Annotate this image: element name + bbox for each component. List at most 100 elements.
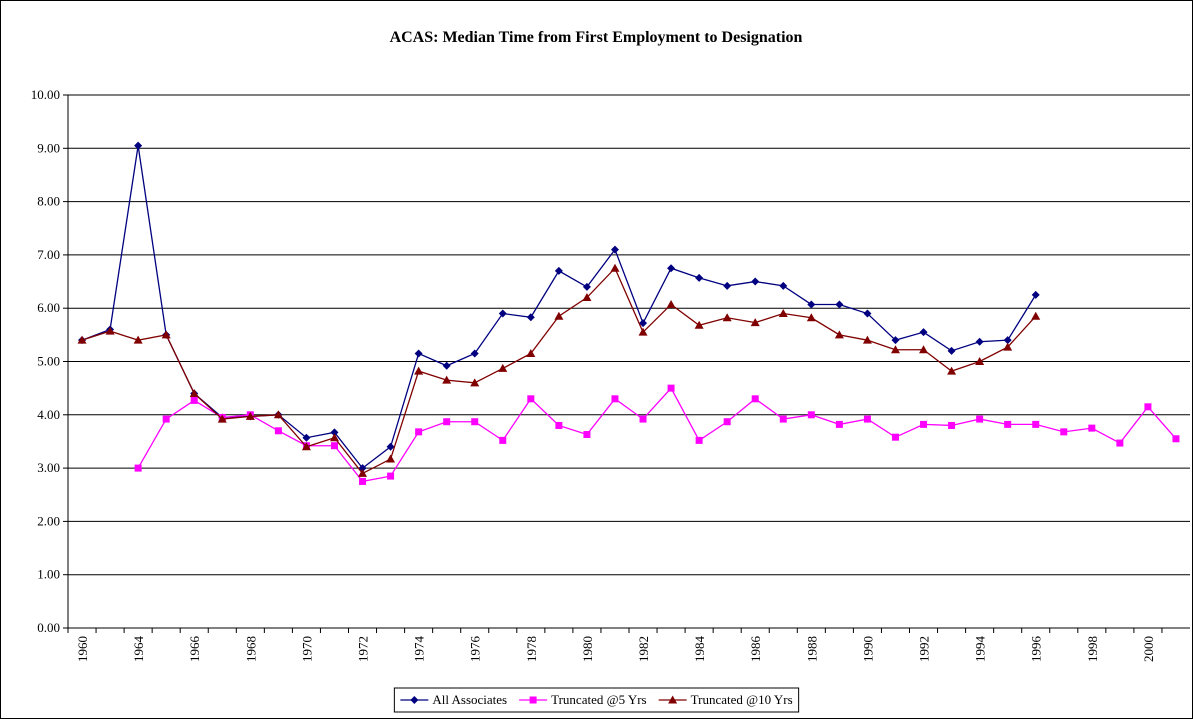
point — [975, 357, 985, 365]
point — [891, 433, 899, 441]
x-tick-label: 1964 — [131, 636, 146, 663]
point — [217, 414, 227, 423]
point — [105, 326, 115, 335]
point — [498, 309, 507, 318]
x-tick-label: 1994 — [973, 636, 988, 663]
point — [1003, 342, 1013, 351]
point — [667, 384, 675, 392]
x-tick-label: 1972 — [356, 636, 371, 662]
y-tick-label: 2.00 — [37, 513, 60, 528]
point — [779, 281, 788, 290]
point — [470, 349, 479, 358]
point — [694, 320, 704, 329]
point — [779, 415, 787, 423]
point — [1172, 435, 1180, 443]
point — [190, 396, 198, 404]
point — [835, 420, 843, 428]
x-tick-label: 1966 — [187, 636, 202, 663]
point — [414, 366, 424, 375]
point — [273, 410, 283, 419]
point — [554, 266, 563, 275]
point — [611, 395, 619, 403]
point — [639, 319, 648, 328]
point — [301, 442, 311, 451]
point — [834, 330, 844, 339]
point — [919, 345, 929, 354]
point — [862, 335, 872, 344]
point — [162, 415, 170, 423]
point — [555, 421, 563, 429]
point — [471, 418, 479, 426]
y-tick-label: 7.00 — [37, 247, 60, 262]
point — [667, 264, 676, 273]
point — [386, 454, 396, 463]
x-tick-label: 1984 — [692, 636, 707, 663]
point — [386, 442, 395, 451]
x-tick-label: 1982 — [636, 636, 651, 662]
point — [415, 428, 423, 436]
point — [134, 141, 143, 150]
x-tick-label: 1998 — [1085, 636, 1100, 662]
legend-box — [393, 687, 800, 713]
point — [835, 300, 844, 309]
point — [751, 395, 759, 403]
point — [610, 245, 619, 254]
legend: All Associates Truncated @5 Yrs Truncated … — [393, 687, 800, 713]
point — [470, 378, 480, 387]
point — [807, 411, 815, 419]
point — [1003, 336, 1012, 345]
x-tick-label: 1974 — [412, 636, 427, 663]
point — [947, 366, 957, 375]
legend-label: All Associates — [432, 692, 507, 707]
point — [948, 421, 956, 429]
point — [1032, 420, 1040, 428]
point — [806, 313, 816, 322]
point — [443, 418, 451, 426]
point — [1116, 439, 1124, 447]
y-tick-label: 3.00 — [37, 460, 60, 475]
y-tick-label: 6.00 — [37, 300, 60, 315]
point — [189, 388, 199, 397]
point — [358, 468, 368, 477]
x-tick-label: 1970 — [299, 636, 314, 662]
point — [498, 363, 508, 372]
x-tick-label: 1990 — [860, 636, 875, 662]
point — [1031, 311, 1041, 320]
x-tick-label: 1996 — [1029, 636, 1044, 663]
point — [723, 281, 732, 290]
point — [1144, 403, 1152, 411]
y-tick-label: 10.00 — [31, 87, 60, 102]
point — [442, 375, 452, 384]
point — [442, 361, 451, 370]
point — [414, 349, 423, 358]
point — [695, 273, 704, 282]
point — [526, 349, 536, 358]
point — [302, 433, 311, 442]
point — [274, 427, 282, 435]
legend-marker — [668, 695, 678, 704]
point — [890, 345, 900, 354]
point — [947, 346, 956, 355]
point — [863, 309, 872, 318]
point — [920, 420, 928, 428]
point — [750, 318, 760, 327]
legend-marker — [410, 696, 419, 704]
y-tick-label: 5.00 — [37, 354, 60, 369]
y-tick-label: 4.00 — [37, 407, 60, 422]
point — [527, 395, 535, 403]
legend-marker — [529, 696, 537, 704]
point — [1031, 290, 1040, 299]
point — [639, 415, 647, 423]
point — [722, 313, 732, 322]
x-tick-label: 1988 — [804, 636, 819, 662]
point — [666, 299, 676, 308]
y-tick-label: 0.00 — [37, 620, 60, 635]
point — [638, 327, 648, 336]
chart-title: ACAS: Median Time from First Employment … — [390, 29, 803, 46]
point — [359, 477, 367, 485]
point — [161, 330, 171, 339]
point — [610, 263, 620, 272]
legend-label: Truncated @5 Yrs — [551, 692, 647, 707]
